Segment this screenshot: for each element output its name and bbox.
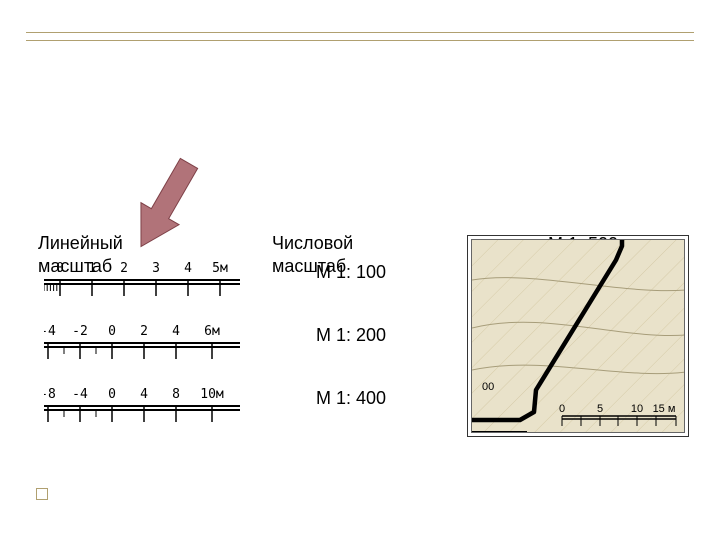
svg-text:-4: -4 bbox=[72, 387, 88, 402]
svg-text:0: 0 bbox=[559, 403, 565, 415]
svg-text:4: 4 bbox=[140, 387, 148, 402]
svg-text:-2: -2 bbox=[72, 324, 88, 339]
header-line-top bbox=[26, 32, 694, 33]
ruler-3-svg: -8 -4 0 4 8 10м bbox=[44, 380, 240, 430]
svg-text:6м: 6м bbox=[204, 324, 220, 339]
svg-text:8: 8 bbox=[172, 387, 180, 402]
ruler-2-svg: -4 -2 0 2 4 6м bbox=[44, 317, 240, 367]
map-panel: 00051015 м bbox=[467, 235, 689, 437]
svg-text:-4: -4 bbox=[44, 324, 56, 339]
svg-text:10: 10 bbox=[631, 403, 643, 415]
numeric-scale-line1: Числовой bbox=[272, 233, 353, 253]
svg-text:2: 2 bbox=[140, 324, 148, 339]
ruler-1-svg: 0 1 2 3 4 5м bbox=[44, 254, 240, 304]
svg-text:1: 1 bbox=[88, 261, 96, 276]
linear-scale-line1: Линейный bbox=[38, 233, 123, 253]
svg-text:5м: 5м bbox=[212, 261, 228, 276]
svg-text:10м: 10м bbox=[200, 387, 224, 402]
map-inner: 00051015 м bbox=[471, 239, 685, 433]
corner-marker bbox=[36, 488, 48, 500]
svg-text:0: 0 bbox=[56, 261, 64, 276]
svg-text:15 м: 15 м bbox=[653, 403, 676, 415]
scale-400: М 1: 400 bbox=[316, 388, 386, 409]
svg-text:3: 3 bbox=[152, 261, 160, 276]
svg-text:-8: -8 bbox=[44, 387, 56, 402]
header-line-bottom bbox=[26, 40, 694, 41]
svg-text:00: 00 bbox=[482, 381, 494, 393]
scale-200: М 1: 200 bbox=[316, 325, 386, 346]
svg-text:0: 0 bbox=[108, 387, 116, 402]
map-svg: 00051015 м bbox=[472, 240, 685, 433]
svg-text:5: 5 bbox=[597, 403, 603, 415]
linear-ruler-1: 0 1 2 3 4 5м bbox=[44, 254, 240, 304]
svg-text:0: 0 bbox=[108, 324, 116, 339]
arrow-icon bbox=[110, 150, 220, 260]
svg-text:4: 4 bbox=[184, 261, 192, 276]
scale-100: М 1: 100 bbox=[316, 262, 386, 283]
linear-ruler-2: -4 -2 0 2 4 6м bbox=[44, 317, 240, 367]
linear-ruler-3: -8 -4 0 4 8 10м bbox=[44, 380, 240, 430]
svg-text:4: 4 bbox=[172, 324, 180, 339]
svg-text:2: 2 bbox=[120, 261, 128, 276]
